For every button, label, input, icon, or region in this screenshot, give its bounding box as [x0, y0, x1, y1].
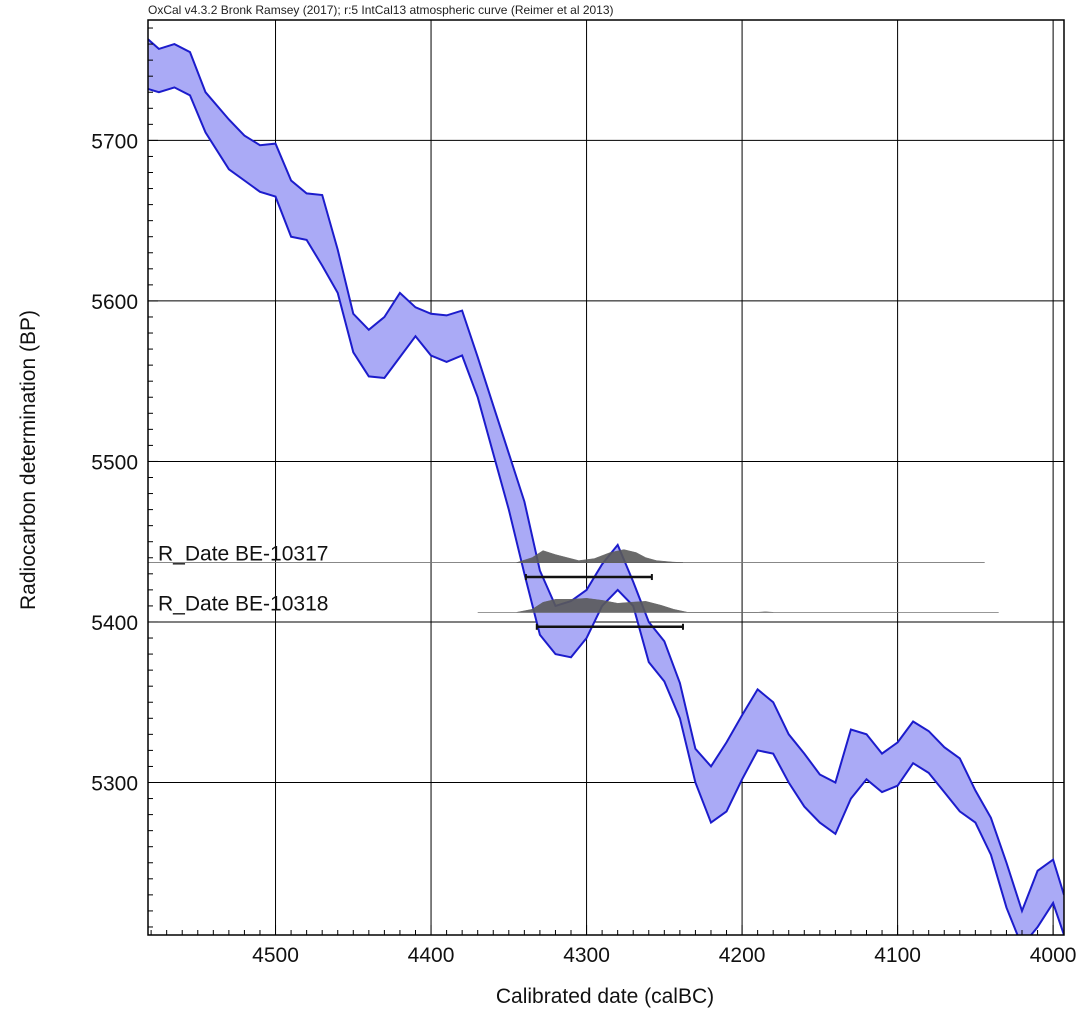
y-tick-label: 5600	[91, 291, 138, 314]
y-tick-label: 5300	[91, 773, 138, 796]
x-tick-label: 4500	[252, 944, 299, 967]
labels-layer: R_Date BE-10317 R_Date BE-10318 4500 4400 43…	[91, 130, 1076, 967]
chart-title: OxCal v4.3.2 Bronk Ramsey (2017); r:5 In…	[148, 3, 614, 17]
date-probability-density	[516, 598, 774, 613]
y-tick-label: 5400	[91, 612, 138, 635]
date-probability-density	[516, 549, 684, 563]
date-label: R_Date BE-10317	[158, 543, 328, 566]
clipped-series	[148, 38, 1064, 935]
x-tick-label: 4200	[719, 944, 766, 967]
plot-area	[147, 19, 1065, 936]
x-tick-label: 4400	[408, 944, 455, 967]
plot-background	[148, 20, 1064, 935]
calibration-band-lower-line	[148, 86, 1064, 935]
x-tick-label: 4300	[563, 944, 610, 967]
y-axis-title: Radiocarbon determination (BP)	[17, 310, 40, 610]
date-label: R_Date BE-10318	[158, 592, 328, 615]
x-axis-title: Calibrated date (calBC)	[496, 985, 714, 1008]
y-tick-label: 5500	[91, 451, 138, 474]
x-tick-label: 4100	[874, 944, 921, 967]
x-tick-label: 4000	[1030, 944, 1077, 967]
y-tick-label: 5700	[91, 130, 138, 153]
